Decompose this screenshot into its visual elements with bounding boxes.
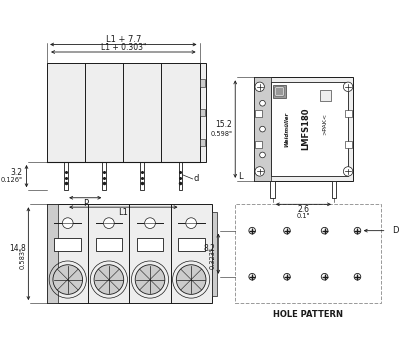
Text: HOLE PATTERN: HOLE PATTERN (273, 310, 343, 319)
Bar (102, 162, 106, 190)
Circle shape (53, 265, 82, 294)
Circle shape (354, 227, 361, 234)
Circle shape (249, 273, 256, 280)
Text: 2.6: 2.6 (298, 205, 310, 214)
Circle shape (260, 126, 265, 132)
Circle shape (284, 227, 290, 234)
Bar (345, 141, 352, 148)
Bar (54, 238, 81, 251)
Circle shape (135, 265, 165, 294)
Text: P: P (83, 199, 88, 208)
Text: 15.2: 15.2 (216, 120, 232, 129)
Text: 0.583": 0.583" (20, 247, 26, 269)
Bar (235, 204, 381, 303)
Bar (140, 162, 144, 190)
Bar (345, 110, 352, 117)
Circle shape (104, 218, 114, 229)
Circle shape (186, 218, 196, 229)
Bar (200, 138, 205, 146)
Circle shape (255, 82, 264, 91)
Bar (332, 181, 336, 198)
Bar (270, 181, 275, 198)
Bar (276, 88, 283, 95)
Bar (200, 109, 205, 116)
Bar (255, 110, 262, 117)
Bar (178, 238, 204, 251)
Circle shape (284, 273, 290, 280)
Circle shape (62, 218, 73, 229)
Bar (271, 82, 348, 176)
Text: LMFS180: LMFS180 (301, 108, 310, 150)
Bar (273, 85, 286, 98)
Circle shape (255, 167, 264, 176)
Circle shape (260, 100, 265, 106)
Bar (47, 204, 212, 303)
Text: >PAK<: >PAK< (322, 113, 327, 136)
Bar (64, 162, 68, 190)
Bar (47, 204, 58, 303)
Bar (254, 77, 353, 181)
Text: 14.8: 14.8 (9, 245, 26, 253)
Circle shape (321, 227, 328, 234)
Bar (254, 77, 271, 181)
Text: L1 + 7.7: L1 + 7.7 (106, 35, 141, 44)
Circle shape (343, 167, 353, 176)
Text: 0.126": 0.126" (1, 177, 23, 183)
Text: d: d (194, 174, 199, 183)
Text: 8.2: 8.2 (204, 245, 216, 253)
Circle shape (260, 152, 265, 158)
Bar (96, 238, 122, 251)
Text: L1: L1 (118, 208, 128, 217)
Text: Weidmüller: Weidmüller (284, 111, 290, 147)
Text: 0.1": 0.1" (297, 213, 310, 219)
Bar (178, 162, 182, 190)
Bar (275, 87, 284, 96)
Circle shape (354, 273, 361, 280)
Text: 0.323": 0.323" (210, 247, 216, 269)
Text: L1 + 0.303": L1 + 0.303" (100, 43, 146, 52)
Bar (255, 141, 262, 148)
Text: 0.598": 0.598" (210, 131, 232, 137)
Bar (320, 90, 331, 101)
Text: D: D (392, 226, 399, 235)
Circle shape (94, 265, 124, 294)
Circle shape (249, 227, 256, 234)
Text: L: L (238, 172, 243, 180)
Circle shape (343, 82, 353, 91)
Circle shape (145, 218, 155, 229)
Bar (200, 79, 205, 87)
Bar (200, 63, 206, 162)
Text: 3.2: 3.2 (11, 168, 23, 177)
Bar (212, 212, 217, 295)
Bar (137, 238, 163, 251)
Bar (47, 63, 200, 162)
Circle shape (176, 265, 206, 294)
Circle shape (321, 273, 328, 280)
